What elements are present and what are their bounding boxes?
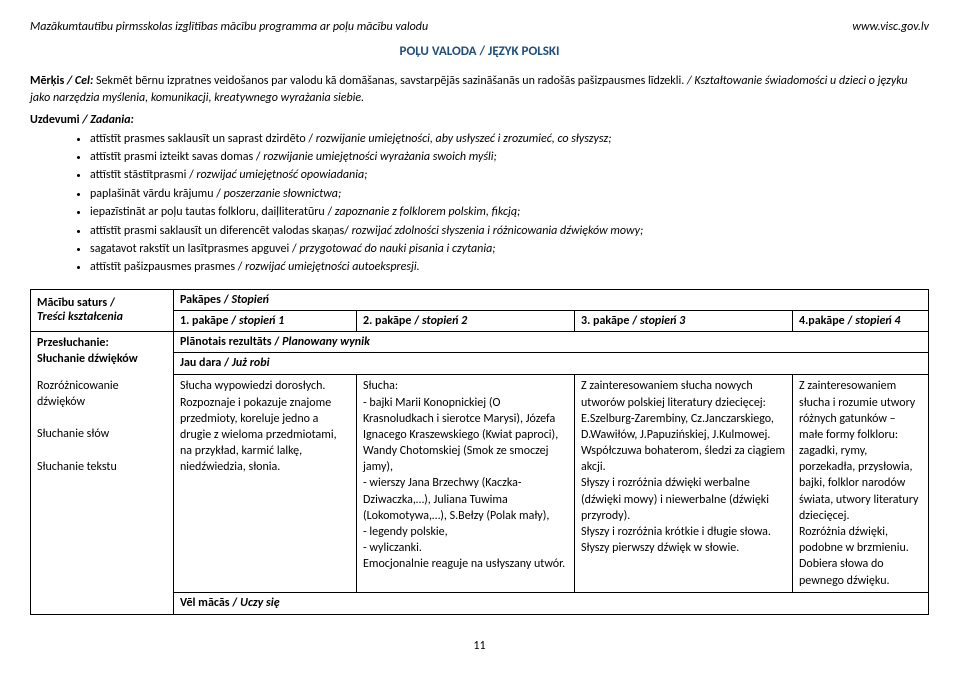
bullet-list: attīstīt prasmes saklausīt un saprast dz… (90, 131, 929, 277)
col1-p: 1. pakāpe / (180, 314, 239, 328)
vel-macas-i: Uczy się (240, 596, 279, 610)
row-left-top: Przesłuchanie: Słuchanie dźwięków (31, 331, 174, 375)
bullet-italic: przygotować do nauki pisania i czytania; (299, 242, 495, 256)
intro-text: Sekmēt bērnu izpratnes veidošanos par va… (93, 74, 687, 88)
uzdevumi-italic: / Zadania: (80, 113, 134, 127)
intro-label-italic: / Cel: (64, 74, 93, 88)
col0-header: Mācību saturs / Treści kształcenia (31, 289, 174, 331)
col2-p: 2. pakāpe / (363, 314, 422, 328)
bullet-plain: attīstīt prasmi saklausīt un diferencēt … (90, 224, 352, 238)
bullet-italic: rozwijanie umiejętności wyrażania swoich… (263, 150, 497, 164)
bullet-italic: rozwijać umiejętności autoekspresji. (245, 260, 420, 274)
pakapes-header: Pakāpes / Stopień (174, 289, 929, 310)
bullet-plain: attīstīt stāstītprasmi / (90, 168, 196, 182)
col4-i: stopień 4 (855, 314, 900, 328)
uzdevumi-label: Uzdevumi / Zadania: (30, 113, 929, 127)
col0-header-i: Treści kształcenia (37, 310, 123, 324)
bullet-item: attīstīt stāstītprasmi / rozwijać umieję… (90, 167, 929, 184)
bullet-item: attīstīt pašizpausmes prasmes / rozwijać… (90, 259, 929, 276)
planotais-i: Planowany wynik (282, 335, 370, 349)
bullet-plain: sagatavot rakstīt un lasītprasmes apguve… (90, 242, 299, 256)
cell-c2: Słucha: - bajki Marii Konopnickiej (O Kr… (357, 375, 575, 592)
row-left-empty (31, 592, 174, 615)
bullet-item: attīstīt prasmes saklausīt un saprast dz… (90, 131, 929, 148)
jau-dara-p: Jau dara / (180, 356, 232, 370)
bullet-item: iepazīstināt ar poļu tautas folkloru, da… (90, 204, 929, 221)
planotais-header: Plānotais rezultāts / Planowany wynik (174, 331, 929, 352)
bullet-plain: attīstīt prasmes saklausīt un saprast dz… (90, 132, 316, 146)
bullet-italic: poszerzanie słownictwa; (224, 187, 342, 201)
page-title: POĻU VALODA / JĘZYK POLSKI (30, 44, 929, 59)
page-header: Mazākumtautību pirmsskolas izglītības mā… (30, 20, 929, 34)
header-left: Mazākumtautību pirmsskolas izglītības mā… (30, 20, 428, 34)
header-right: www.visc.gov.lv (852, 20, 929, 34)
col3-header: 3. pakāpe / stopień 3 (575, 310, 793, 331)
planotais-p: Plānotais rezultāts / (180, 335, 282, 349)
pakapes-i: Stopień (231, 293, 268, 307)
cell-c1: Słucha wypowiedzi dorosłych. Rozpoznaje … (174, 375, 357, 592)
bullet-item: paplašināt vārdu krājumu / poszerzanie s… (90, 186, 929, 203)
jau-dara-i: Już robi (232, 356, 270, 370)
intro-paragraph: Mērķis / Cel: Sekmēt bērnu izpratnes vei… (30, 73, 929, 107)
col2-header: 2. pakāpe / stopień 2 (357, 310, 575, 331)
vel-macas-row: Vēl mācās / Uczy się (174, 592, 929, 615)
intro-label-bold: Mērķis (30, 74, 64, 88)
row-left-list: Rozróżnicowanie dźwięków Słuchanie słów … (31, 375, 174, 592)
jau-dara-row: Jau dara / Już robi (174, 352, 929, 375)
col0-header-p: Mācību saturs / (37, 296, 115, 310)
bullet-item: attīstīt prasmi izteikt savas domas / ro… (90, 149, 929, 166)
col1-i: stopień 1 (239, 314, 284, 328)
page-number: 11 (30, 639, 929, 653)
col3-p: 3. pakāpe / (581, 314, 640, 328)
cell-c3: Z zainteresowaniem słucha nowych utworów… (575, 375, 793, 592)
bullet-item: sagatavot rakstīt un lasītprasmes apguve… (90, 241, 929, 258)
col4-p: 4.pakāpe / (799, 314, 855, 328)
pakapes-p: Pakāpes / (180, 293, 231, 307)
uzdevumi-bold: Uzdevumi (30, 113, 80, 127)
col3-i: stopień 3 (640, 314, 685, 328)
vel-macas-p: Vēl mācās / (180, 596, 240, 610)
row-left-top-text: Przesłuchanie: Słuchanie dźwięków (37, 336, 138, 367)
bullet-plain: attīstīt pašizpausmes prasmes / (90, 260, 245, 274)
curriculum-table: Mācību saturs / Treści kształcenia Pakāp… (30, 289, 929, 616)
bullet-plain: paplašināt vārdu krājumu / (90, 187, 224, 201)
bullet-plain: attīstīt prasmi izteikt savas domas / (90, 150, 263, 164)
cell-c4: Z zainteresowaniem słucha i rozumie utwo… (793, 375, 929, 592)
col1-header: 1. pakāpe / stopień 1 (174, 310, 357, 331)
bullet-italic: rozwijać zdolności słyszenia i różnicowa… (352, 224, 644, 238)
bullet-italic: rozwijać umiejętność opowiadania; (196, 168, 367, 182)
bullet-item: attīstīt prasmi saklausīt un diferencēt … (90, 223, 929, 240)
col2-i: stopień 2 (422, 314, 467, 328)
col4-header: 4.pakāpe / stopień 4 (793, 310, 929, 331)
bullet-italic: rozwijanie umiejętności, aby usłyszeć i … (316, 132, 612, 146)
bullet-plain: iepazīstināt ar poļu tautas folkloru, da… (90, 205, 335, 219)
bullet-italic: zapoznanie z folklorem polskim, fikcją; (335, 205, 520, 219)
